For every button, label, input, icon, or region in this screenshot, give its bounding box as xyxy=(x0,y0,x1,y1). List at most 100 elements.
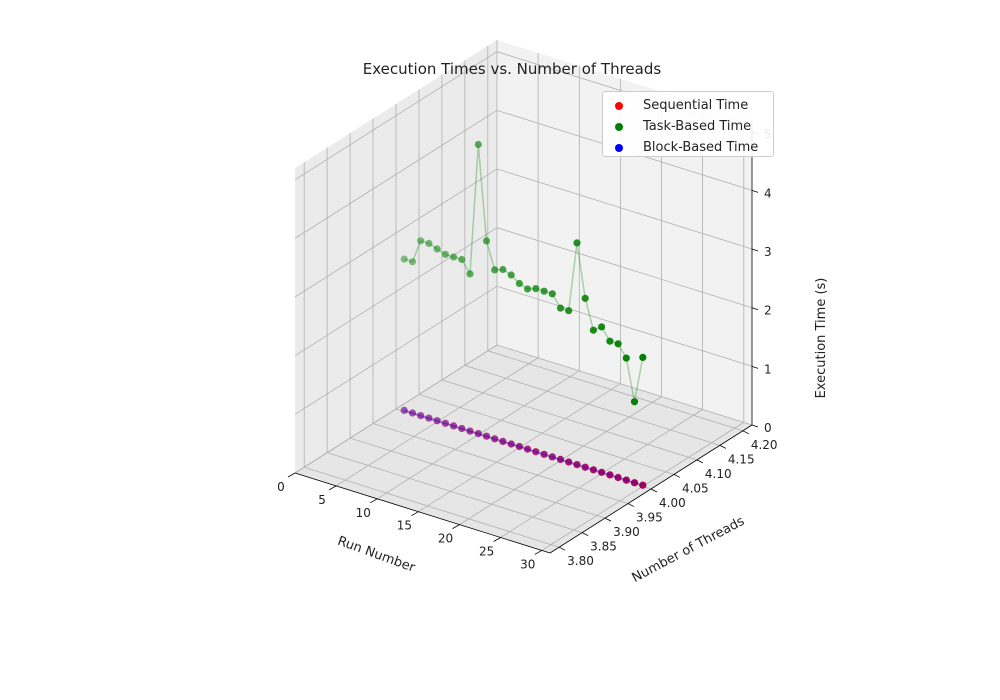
data-point xyxy=(581,463,589,471)
legend-marker-task xyxy=(615,122,623,131)
data-point xyxy=(524,445,532,453)
x-tick-label: 20 xyxy=(438,532,453,546)
data-point xyxy=(450,253,458,261)
data-point xyxy=(408,409,417,417)
y-tick-label: 3.90 xyxy=(613,525,640,539)
data-point xyxy=(491,435,499,443)
data-point xyxy=(417,412,425,420)
data-point xyxy=(614,473,622,482)
series-1 xyxy=(400,406,647,489)
y-tick-label: 4.00 xyxy=(659,496,686,510)
x-tick-label: 5 xyxy=(318,493,326,507)
x-tick-label: 30 xyxy=(520,557,535,571)
z-tick xyxy=(751,307,759,311)
data-point xyxy=(548,290,556,298)
data-point xyxy=(565,307,573,315)
data-point xyxy=(507,440,515,448)
series-line xyxy=(403,409,644,486)
data-point xyxy=(425,414,433,422)
data-point xyxy=(417,412,425,420)
y-tick xyxy=(696,459,704,464)
y-tick xyxy=(627,503,635,507)
y-tick-label: 4.15 xyxy=(728,452,755,466)
data-point xyxy=(474,430,482,438)
z-tick xyxy=(751,248,759,252)
data-point xyxy=(589,466,598,474)
y-tick-label: 3.80 xyxy=(567,554,594,568)
legend-marker-block xyxy=(615,143,623,152)
data-point xyxy=(400,406,408,414)
data-point xyxy=(622,354,630,362)
x-axis-line xyxy=(294,472,551,554)
data-point xyxy=(491,435,499,443)
y-tick xyxy=(650,488,658,493)
data-point xyxy=(515,442,524,451)
y-tick-label: 4.10 xyxy=(705,467,732,481)
data-point xyxy=(515,442,524,451)
z-grid-line xyxy=(294,344,753,474)
data-point xyxy=(466,427,474,435)
data-marks xyxy=(400,140,647,489)
y-tick-label: 3.95 xyxy=(636,511,663,525)
data-point xyxy=(540,287,548,295)
data-point xyxy=(400,255,408,263)
data-point xyxy=(581,463,589,471)
data-point xyxy=(532,448,540,456)
data-point xyxy=(491,266,499,274)
y-tick xyxy=(581,532,589,536)
data-point xyxy=(524,445,532,453)
data-point xyxy=(630,398,639,406)
data-point xyxy=(598,323,606,331)
data-point xyxy=(507,271,515,279)
data-point xyxy=(565,458,573,466)
y-tick xyxy=(742,430,749,435)
x-tick xyxy=(534,550,542,555)
data-point xyxy=(515,279,524,288)
data-point xyxy=(507,440,515,448)
data-point xyxy=(614,340,622,348)
data-point xyxy=(425,239,433,247)
y-tick xyxy=(673,474,681,478)
y-axis-label: Number of Threads xyxy=(630,514,748,586)
legend-item-sequential: Sequential Time xyxy=(613,95,763,116)
data-point xyxy=(450,422,458,430)
data-point xyxy=(433,417,441,425)
x-tick-label: 15 xyxy=(397,519,412,533)
data-point xyxy=(524,285,532,293)
data-point xyxy=(499,437,507,445)
data-point xyxy=(482,432,491,440)
x-tick xyxy=(370,498,378,504)
data-point xyxy=(466,270,474,278)
data-point xyxy=(441,419,449,427)
series-2 xyxy=(400,140,647,406)
legend-label-sequential: Sequential Time xyxy=(643,98,749,113)
data-point xyxy=(573,239,581,247)
data-point xyxy=(598,468,606,476)
data-point xyxy=(639,481,647,489)
data-point xyxy=(532,285,540,293)
data-point xyxy=(532,448,540,456)
data-point xyxy=(589,466,598,474)
data-point xyxy=(573,461,581,469)
z-grid-line xyxy=(294,109,753,239)
x-tick xyxy=(328,485,337,491)
legend-item-block: Block-Based Time xyxy=(613,137,763,158)
data-point xyxy=(408,409,417,417)
legend-item-task: Task-Based Time xyxy=(613,116,763,137)
x-tick-label: 0 xyxy=(277,480,285,494)
data-point xyxy=(630,479,639,487)
legend-label-task: Task-Based Time xyxy=(643,119,752,134)
data-point xyxy=(482,237,491,245)
x-tick xyxy=(493,537,501,542)
z-axis-label: Execution Time (s) xyxy=(814,278,829,399)
series-3 xyxy=(400,406,647,489)
data-point xyxy=(606,471,614,479)
z-grid-line xyxy=(294,168,753,298)
data-point xyxy=(581,294,589,302)
data-point xyxy=(482,432,491,440)
y-tick xyxy=(604,517,612,522)
data-point xyxy=(548,453,556,461)
data-point xyxy=(622,476,630,484)
data-point xyxy=(548,453,556,461)
z-tick-label: 2 xyxy=(764,304,772,318)
